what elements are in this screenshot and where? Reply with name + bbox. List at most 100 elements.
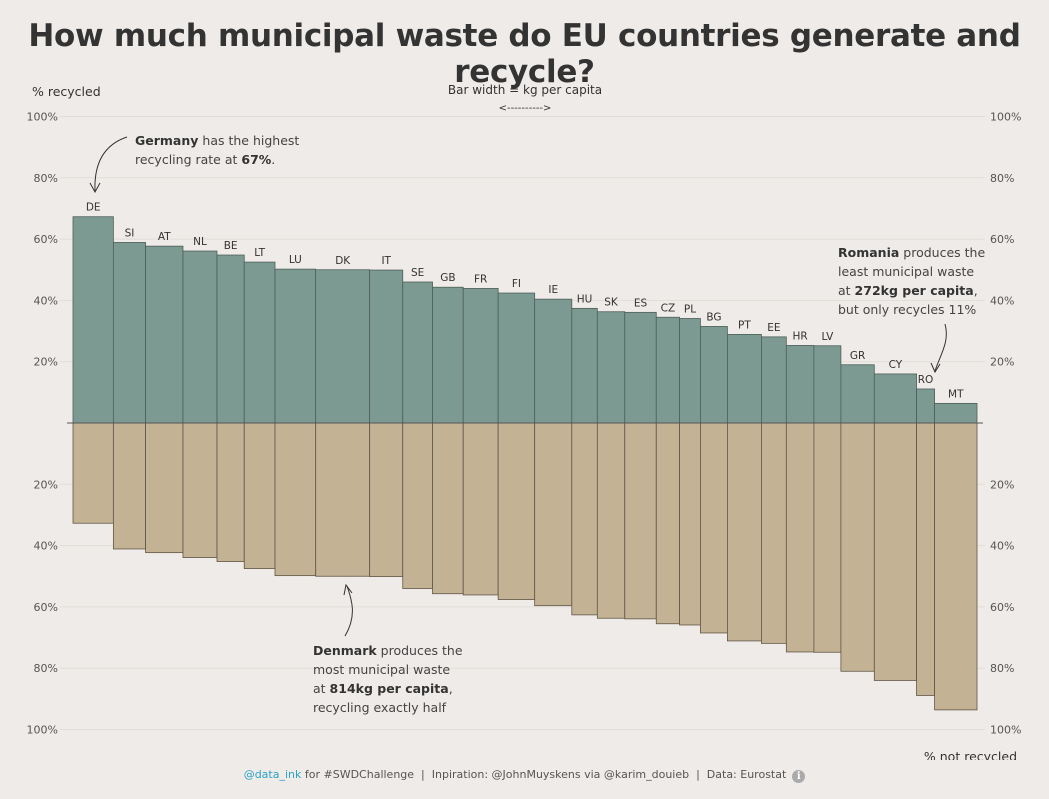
bar-recycled-ee bbox=[761, 336, 787, 424]
y-tick-right: 40% bbox=[990, 294, 1014, 307]
bar-recycled-hu bbox=[571, 307, 598, 424]
bar-recycled-es bbox=[624, 311, 657, 424]
svg-text:but only recycles 11%: but only recycles 11% bbox=[838, 302, 976, 317]
bar-recycled-bg bbox=[700, 326, 728, 424]
bar-not-recycled-lv bbox=[813, 422, 842, 653]
width-arrow: <----------> bbox=[499, 103, 552, 114]
bar-recycled-sk bbox=[596, 311, 626, 424]
svg-text:least municipal waste: least municipal waste bbox=[838, 264, 974, 279]
bar-recycled-pt bbox=[726, 334, 762, 424]
recycled-bars bbox=[72, 216, 978, 424]
bar-not-recycled-pt bbox=[726, 422, 762, 642]
info-icon[interactable]: i bbox=[792, 770, 806, 783]
bar-recycled-dk bbox=[315, 269, 371, 424]
y-tick-left: 60% bbox=[34, 233, 58, 246]
bar-recycled-lt bbox=[243, 261, 276, 424]
svg-text:recycling exactly half: recycling exactly half bbox=[313, 700, 447, 715]
bar-not-recycled-se bbox=[402, 422, 433, 589]
bar-recycled-it bbox=[369, 269, 404, 424]
country-label-si: SI bbox=[125, 227, 135, 239]
bar-not-recycled-ee bbox=[761, 422, 787, 644]
bar-not-recycled-fi bbox=[497, 422, 536, 600]
bar-not-recycled-si bbox=[112, 422, 146, 550]
footer: @data_ink for #SWDChallenge | Inpiration… bbox=[0, 768, 1049, 783]
country-label-lv: LV bbox=[821, 331, 834, 343]
annotation-denmark: Denmark produces the most municipal wast… bbox=[313, 583, 463, 715]
country-label-mt: MT bbox=[948, 388, 964, 400]
bar-recycled-ro bbox=[916, 388, 935, 424]
y-tick-left: 20% bbox=[34, 478, 58, 491]
y-tick-left: 80% bbox=[34, 662, 58, 675]
country-label-cy: CY bbox=[889, 359, 903, 371]
bar-not-recycled-be bbox=[216, 422, 245, 562]
bar-not-recycled-pl bbox=[679, 422, 701, 626]
bar-recycled-at bbox=[145, 245, 184, 424]
germany-arrow bbox=[94, 136, 128, 192]
country-label-pl: PL bbox=[684, 303, 696, 315]
bar-not-recycled-cz bbox=[655, 422, 680, 625]
y-tick-right: 20% bbox=[990, 478, 1014, 491]
country-label-fr: FR bbox=[474, 273, 487, 285]
country-label-gb: GB bbox=[440, 272, 455, 284]
y-tick-right: 100% bbox=[990, 111, 1021, 124]
bar-recycled-cz bbox=[655, 316, 680, 424]
bar-not-recycled-nl bbox=[182, 422, 218, 558]
bar-not-recycled-ie bbox=[534, 422, 573, 607]
bar-not-recycled-gb bbox=[432, 422, 464, 595]
svg-text:most municipal waste: most municipal waste bbox=[313, 662, 450, 677]
y-tick-right: 20% bbox=[990, 356, 1014, 369]
romania-arrow bbox=[934, 323, 947, 372]
y-tick-left: 60% bbox=[34, 601, 58, 614]
waste-chart: DE SI AT NL BE LT LU DK IT SE GB FR FI IE HU SK ES CZ PL BG… bbox=[27, 83, 1022, 760]
svg-text:Germany has the highest: Germany has the highest bbox=[135, 133, 299, 148]
bar-recycled-nl bbox=[182, 250, 218, 424]
country-label-fi: FI bbox=[512, 278, 521, 290]
country-label-hu: HU bbox=[577, 293, 593, 305]
country-label-dk: DK bbox=[335, 255, 351, 267]
bar-not-recycled-bg bbox=[700, 422, 728, 634]
y-tick-right: 60% bbox=[990, 601, 1014, 614]
author-handle[interactable]: @data_ink bbox=[243, 768, 302, 781]
y-bottom-label: % not recycled bbox=[924, 749, 1017, 760]
country-label-lu: LU bbox=[289, 254, 302, 266]
chart-title: How much municipal waste do EU countries… bbox=[28, 18, 1021, 90]
bar-recycled-lv bbox=[813, 345, 842, 424]
y-tick-right: 80% bbox=[990, 172, 1014, 185]
country-label-cz: CZ bbox=[661, 302, 676, 314]
y-tick-right: 80% bbox=[990, 662, 1014, 675]
country-label-es: ES bbox=[634, 297, 648, 309]
y-tick-left: 40% bbox=[34, 294, 58, 307]
bar-recycled-pl bbox=[679, 318, 701, 424]
country-label-ie: IE bbox=[548, 284, 558, 296]
bar-recycled-gr bbox=[840, 364, 875, 424]
not-recycled-bars bbox=[72, 422, 978, 711]
bar-recycled-de bbox=[72, 216, 114, 424]
axis-ticks: 100% 100% 80% 80% 60% 60% 40% 40% 20% 20% 20% 20% 40… bbox=[27, 111, 1022, 737]
bar-recycled-be bbox=[216, 254, 245, 424]
bar-not-recycled-lu bbox=[274, 422, 317, 577]
bar-recycled-fi bbox=[497, 292, 536, 424]
country-label-se: SE bbox=[411, 267, 424, 279]
y-top-label: % recycled bbox=[32, 84, 101, 99]
bar-not-recycled-at bbox=[145, 422, 184, 554]
country-label-bg: BG bbox=[706, 311, 721, 323]
bar-recycled-se bbox=[402, 281, 433, 424]
denmark-arrow bbox=[344, 585, 353, 637]
svg-text:at 272kg per capita,: at 272kg per capita, bbox=[838, 283, 978, 298]
y-tick-right: 40% bbox=[990, 540, 1014, 553]
bar-recycled-si bbox=[112, 242, 146, 424]
country-label-nl: NL bbox=[193, 236, 207, 248]
country-label-at: AT bbox=[158, 231, 171, 243]
y-tick-left: 40% bbox=[34, 540, 58, 553]
bar-not-recycled-it bbox=[369, 422, 404, 577]
country-label-ee: EE bbox=[767, 322, 780, 334]
bar-not-recycled-es bbox=[624, 422, 657, 620]
country-label-lt: LT bbox=[254, 247, 265, 259]
bar-recycled-cy bbox=[873, 373, 917, 424]
country-labels: DE SI AT NL BE LT LU DK IT SE GB FR FI IE HU SK ES CZ PL BG… bbox=[86, 202, 964, 401]
bar-recycled-fr bbox=[462, 288, 499, 424]
bar-not-recycled-gr bbox=[840, 422, 875, 672]
svg-text:Romania produces the: Romania produces the bbox=[838, 245, 985, 260]
country-label-sk: SK bbox=[604, 297, 619, 309]
y-tick-right: 100% bbox=[990, 724, 1021, 737]
